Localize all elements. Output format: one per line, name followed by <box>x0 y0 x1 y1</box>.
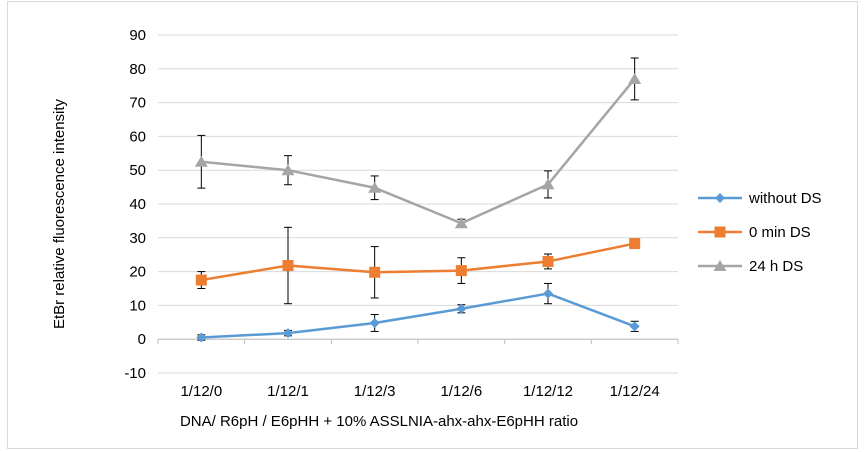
y-tick-label: 0 <box>138 331 146 348</box>
data-point <box>196 332 207 343</box>
data-point <box>541 178 555 190</box>
x-tick-label: 1/12/3 <box>354 383 396 400</box>
legend-label: 0 min DS <box>749 224 811 241</box>
legend: without DS 0 min DS 24 h DS <box>698 190 822 275</box>
series-line <box>201 242 635 282</box>
data-point <box>629 321 640 332</box>
y-tick-label: 30 <box>129 230 146 247</box>
y-tick-label: -10 <box>124 365 146 382</box>
y-tick-label: 60 <box>129 128 146 145</box>
x-tick-label: 1/12/12 <box>523 383 573 400</box>
data-point <box>542 255 554 267</box>
y-axis-title: EtBr relative fluorescence intensity <box>51 98 68 329</box>
data-point <box>628 72 642 84</box>
y-tick-label: 70 <box>129 95 146 112</box>
x-tick-label: 1/12/6 <box>440 383 482 400</box>
y-tick-label: 80 <box>129 61 146 78</box>
y-tick-label: 10 <box>129 297 146 314</box>
y-tick-label: 90 <box>129 27 146 44</box>
axes <box>157 338 679 345</box>
x-tick-label: 1/12/0 <box>180 383 222 400</box>
series-square <box>195 226 641 305</box>
x-axis-title: DNA/ R6pH / E6pHH + 10% ASSLNIA-ahx-ahx-… <box>180 413 578 430</box>
y-tick-label: 20 <box>129 264 146 281</box>
data-point <box>543 288 553 299</box>
x-tick-labels: 1/12/0 1/12/1 1/12/3 1/12/6 1/12/12 1/12/24 <box>180 383 659 400</box>
legend-marker <box>713 260 727 271</box>
series-diamond <box>196 282 640 343</box>
data-point <box>195 274 207 286</box>
data-point <box>194 155 208 167</box>
data-point <box>368 181 382 193</box>
data-point <box>629 238 641 250</box>
chart-frame: -10 0 10 20 30 40 50 60 70 80 90 1/12/0 1/12/1 1/12/… <box>7 1 858 449</box>
series <box>194 57 642 343</box>
gridlines <box>158 34 678 374</box>
legend-label: without DS <box>748 190 822 207</box>
data-point <box>281 164 295 176</box>
data-point <box>456 303 467 314</box>
series-line <box>201 78 636 225</box>
data-point <box>282 260 294 272</box>
y-tick-label: 50 <box>129 162 146 179</box>
data-point <box>369 266 381 278</box>
x-tick-label: 1/12/24 <box>610 383 660 400</box>
y-tick-labels: -10 0 10 20 30 40 50 60 70 80 90 <box>124 27 146 382</box>
data-point <box>283 328 293 339</box>
legend-marker <box>714 226 726 238</box>
legend-marker <box>715 193 725 203</box>
series-triangle <box>194 57 642 229</box>
series-line <box>201 292 636 339</box>
data-point <box>369 317 380 328</box>
legend-label: 24 h DS <box>749 258 803 275</box>
data-point <box>455 265 467 277</box>
data-point <box>454 217 468 229</box>
y-tick-label: 40 <box>129 196 146 213</box>
x-tick-label: 1/12/1 <box>267 383 309 400</box>
